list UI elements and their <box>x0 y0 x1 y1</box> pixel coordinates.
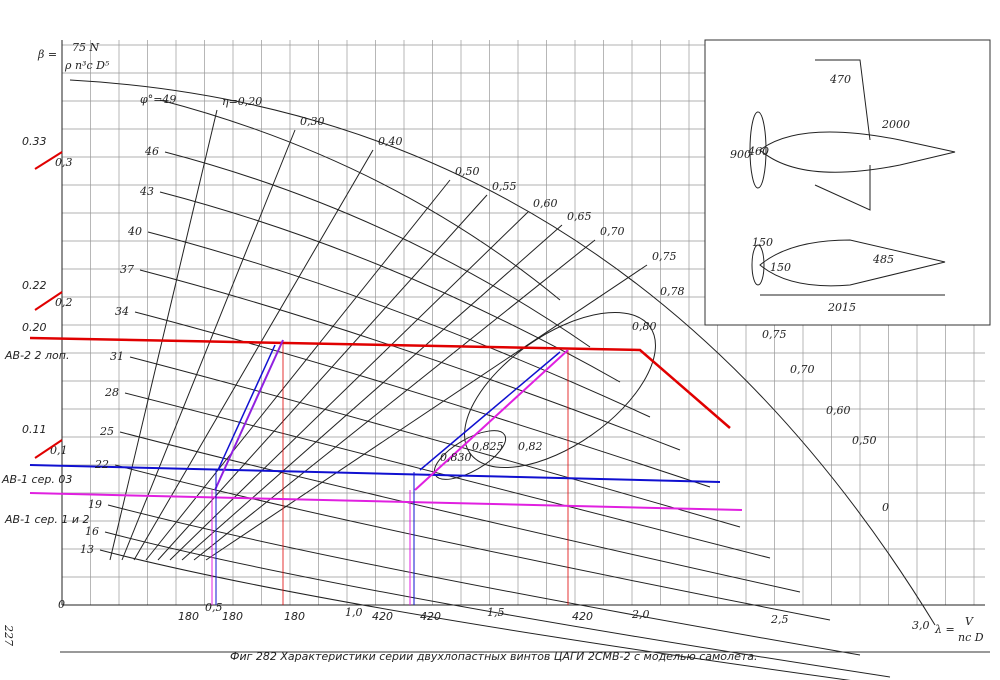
pitch-label: φ°=49 <box>140 93 176 106</box>
beta-annotation: 0.22 <box>22 279 47 292</box>
efficiency-line <box>193 239 596 561</box>
curves <box>99 99 891 680</box>
strike-mark <box>34 151 63 170</box>
pitch-label: 40 <box>127 225 142 238</box>
x-tick-label: 1,5 <box>487 606 505 619</box>
pitch-label: 22 <box>94 458 109 471</box>
pitch-label: 46 <box>144 145 159 158</box>
pitch-label: 28 <box>104 386 119 399</box>
efficiency-line <box>169 211 529 561</box>
efficiency-line <box>109 109 218 561</box>
inset-dimension: 900 <box>730 148 751 161</box>
efficiency-line <box>157 194 488 561</box>
inset-frame <box>704 39 991 326</box>
speed-annotation: 420 <box>420 610 441 623</box>
speed-annotation: 180 <box>178 610 199 623</box>
x-tick-label: 1,0 <box>345 606 363 619</box>
inset-dimension: 2000 <box>881 118 910 131</box>
beta-annotation: 0.33 <box>22 135 47 148</box>
pitch-curve <box>129 356 741 528</box>
pitch-label: 34 <box>115 305 129 318</box>
pitch-curve <box>159 99 561 301</box>
x-tick-label: 3,0 <box>912 619 930 632</box>
efficiency-label: 0,50 <box>852 434 877 447</box>
struck-y-tick: 0,3 <box>55 156 73 169</box>
page-number: 227 <box>2 624 15 646</box>
pitch-curve <box>114 464 831 621</box>
pitch-curve <box>107 504 861 656</box>
pitch-label: 37 <box>120 263 134 276</box>
efficiency-label: 0,825 <box>472 440 504 453</box>
efficiency-label: 0,60 <box>826 404 851 417</box>
pitch-label: 13 <box>80 543 94 556</box>
efficiency-label: 0,70 <box>600 225 625 238</box>
efficiency-label: 0,75 <box>762 328 787 341</box>
propeller-annotation: АВ-1 сер. 1 и 2 <box>4 513 89 526</box>
inset-dimension: 470 <box>829 73 851 86</box>
efficiency-label: 0,82 <box>518 440 543 453</box>
beta-label: β = <box>37 48 57 61</box>
annotation-lines <box>29 336 743 605</box>
x-tick-label: 0 <box>58 598 65 611</box>
pitch-curve <box>164 151 591 348</box>
inset-dimension: 485 <box>872 253 894 266</box>
strike-mark <box>34 439 63 459</box>
speed-annotation: 180 <box>284 610 305 623</box>
pitch-label: 25 <box>99 425 114 438</box>
strike-mark <box>34 291 63 311</box>
pitch-label: 19 <box>88 498 102 511</box>
beta-denominator: ρ n³c D⁵ <box>64 59 110 72</box>
caption: Фиг 282 Характеристики серии двухлопастн… <box>230 650 757 663</box>
efficiency-label: 0,65 <box>567 210 592 223</box>
x-tick-label: 2,5 <box>770 613 789 626</box>
beta-annotation: 0.20 <box>22 321 47 334</box>
beta-annotation: 0.11 <box>22 423 47 436</box>
pitch-curve <box>104 531 891 678</box>
inset-dimension: 2015 <box>827 301 856 314</box>
efficiency-label: 0,40 <box>378 135 403 148</box>
pitch-curve <box>147 231 651 418</box>
efficiency-label: 0,830 <box>440 451 472 464</box>
propeller-annotation: АВ-1 сер. 03 <box>1 473 72 486</box>
efficiency-label: 0,50 <box>455 165 480 178</box>
efficiency-line <box>205 264 648 561</box>
struck-y-tick: 0,1 <box>50 444 68 457</box>
efficiency-label: 0,55 <box>492 180 517 193</box>
efficiency-label: 0,75 <box>652 250 677 263</box>
lambda-denominator: nc D <box>958 631 984 644</box>
efficiency-label: 0 <box>882 501 889 514</box>
efficiency-label: 0,30 <box>300 115 325 128</box>
pitch-curve <box>134 311 711 488</box>
envelope <box>69 79 936 626</box>
x-tick-label: 2,0 <box>631 608 650 621</box>
inset-dimension: 150 <box>770 261 791 274</box>
aircraft-sketch <box>749 59 956 296</box>
efficiency-label: η=0,20 <box>222 95 262 108</box>
inset-dimension: 150 <box>752 236 773 249</box>
speed-annotation: 180 <box>222 610 243 623</box>
pitch-label: 43 <box>139 185 154 198</box>
efficiency-line <box>133 149 374 561</box>
pitch-curve <box>99 549 851 680</box>
pitch-label: 31 <box>110 350 124 363</box>
pitch-label: 16 <box>85 525 99 538</box>
speed-annotation: 420 <box>572 610 593 623</box>
efficiency-label: 0,60 <box>533 197 558 210</box>
efficiency-label: 0,78 <box>660 285 685 298</box>
speed-annotation: 420 <box>372 610 393 623</box>
efficiency-label: 0,80 <box>632 320 657 333</box>
beta-numerator: 75 N <box>72 41 99 54</box>
inset-dimension: 460 <box>747 145 769 158</box>
efficiency-loop <box>464 311 656 469</box>
x-tick-label: 0,5 <box>205 601 223 614</box>
lambda-label: λ = <box>934 623 955 636</box>
propeller-annotation: АВ-2 2 лоп. <box>4 349 69 362</box>
efficiency-label: 0,70 <box>790 363 815 376</box>
efficiency-line <box>181 224 563 561</box>
lambda-numerator: V <box>965 615 974 628</box>
efficiency-line <box>121 129 296 561</box>
struck-y-tick: 0,2 <box>55 296 73 309</box>
